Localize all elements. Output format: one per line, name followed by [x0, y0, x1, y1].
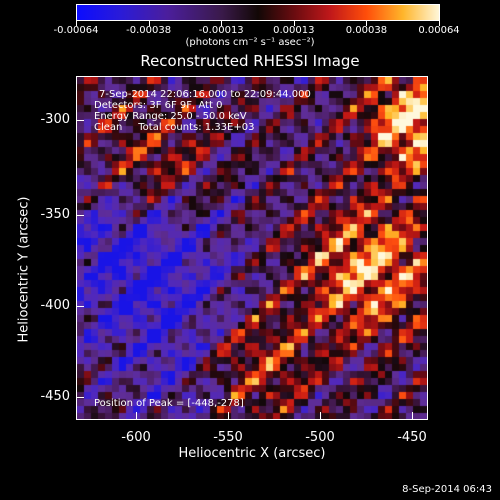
- info-energy-range: Energy Range: 25.0 - 50.0 keV: [94, 111, 247, 122]
- image-title: Reconstructed RHESSI Image: [140, 52, 360, 70]
- y-tick-mark: [76, 120, 84, 121]
- y-tick-mark: [76, 306, 84, 307]
- x-tick-label: -600: [121, 430, 151, 445]
- image-plot: 7-Sep-2014 22:06:16.000 to 22:09:44.000 …: [76, 76, 428, 420]
- y-tick-label: -400: [40, 298, 70, 313]
- x-tick-label: -500: [305, 430, 335, 445]
- colorbar-tick-label: -0.00013: [198, 25, 244, 36]
- colorbar-tick-label: -0.00038: [126, 25, 172, 36]
- y-tick-label: -300: [40, 112, 70, 127]
- colorbar: [76, 4, 440, 21]
- info-peak-position: Position of Peak = [-448,-278]: [94, 398, 244, 409]
- x-tick-mark: [136, 412, 137, 420]
- colorbar-tick-mark: [366, 21, 368, 26]
- colorbar-tick-label: 0.00064: [418, 25, 460, 36]
- colorbar-tick-mark: [76, 21, 77, 26]
- colorbar-tick-label: -0.00064: [53, 25, 99, 36]
- colorbar-tick-mark: [293, 21, 295, 26]
- info-time-range: 7-Sep-2014 22:06:16.000 to 22:09:44.000: [99, 89, 311, 100]
- colorbar-tick-mark: [439, 21, 440, 26]
- rhessi-image: [77, 77, 427, 419]
- colorbar-unit-label: (photons cm⁻² s⁻¹ asec⁻²): [185, 37, 315, 48]
- y-tick-label: -350: [40, 207, 70, 222]
- x-tick-label: -550: [213, 430, 243, 445]
- info-detectors: Detectors: 3F 6F 9F, Att 0: [94, 100, 223, 111]
- y-axis-title: Heliocentric Y (arcsec): [16, 196, 32, 343]
- info-clean-counts: Clean Total counts: 1.33E+03: [94, 122, 255, 133]
- y-tick-mark: [76, 397, 84, 398]
- x-axis-title: Heliocentric X (arcsec): [178, 446, 326, 461]
- colorbar-tick-label: 0.00013: [273, 25, 315, 36]
- colorbar-tick-mark: [221, 21, 223, 26]
- x-tick-mark: [320, 412, 321, 420]
- y-tick-mark: [76, 215, 84, 216]
- x-tick-mark: [412, 412, 413, 420]
- x-tick-mark: [228, 412, 229, 420]
- colorbar-tick-mark: [148, 21, 150, 26]
- timestamp: 8-Sep-2014 06:43: [402, 484, 492, 495]
- x-tick-label: -450: [397, 430, 427, 445]
- colorbar-tick-label: 0.00038: [345, 25, 388, 36]
- y-tick-label: -450: [40, 389, 70, 404]
